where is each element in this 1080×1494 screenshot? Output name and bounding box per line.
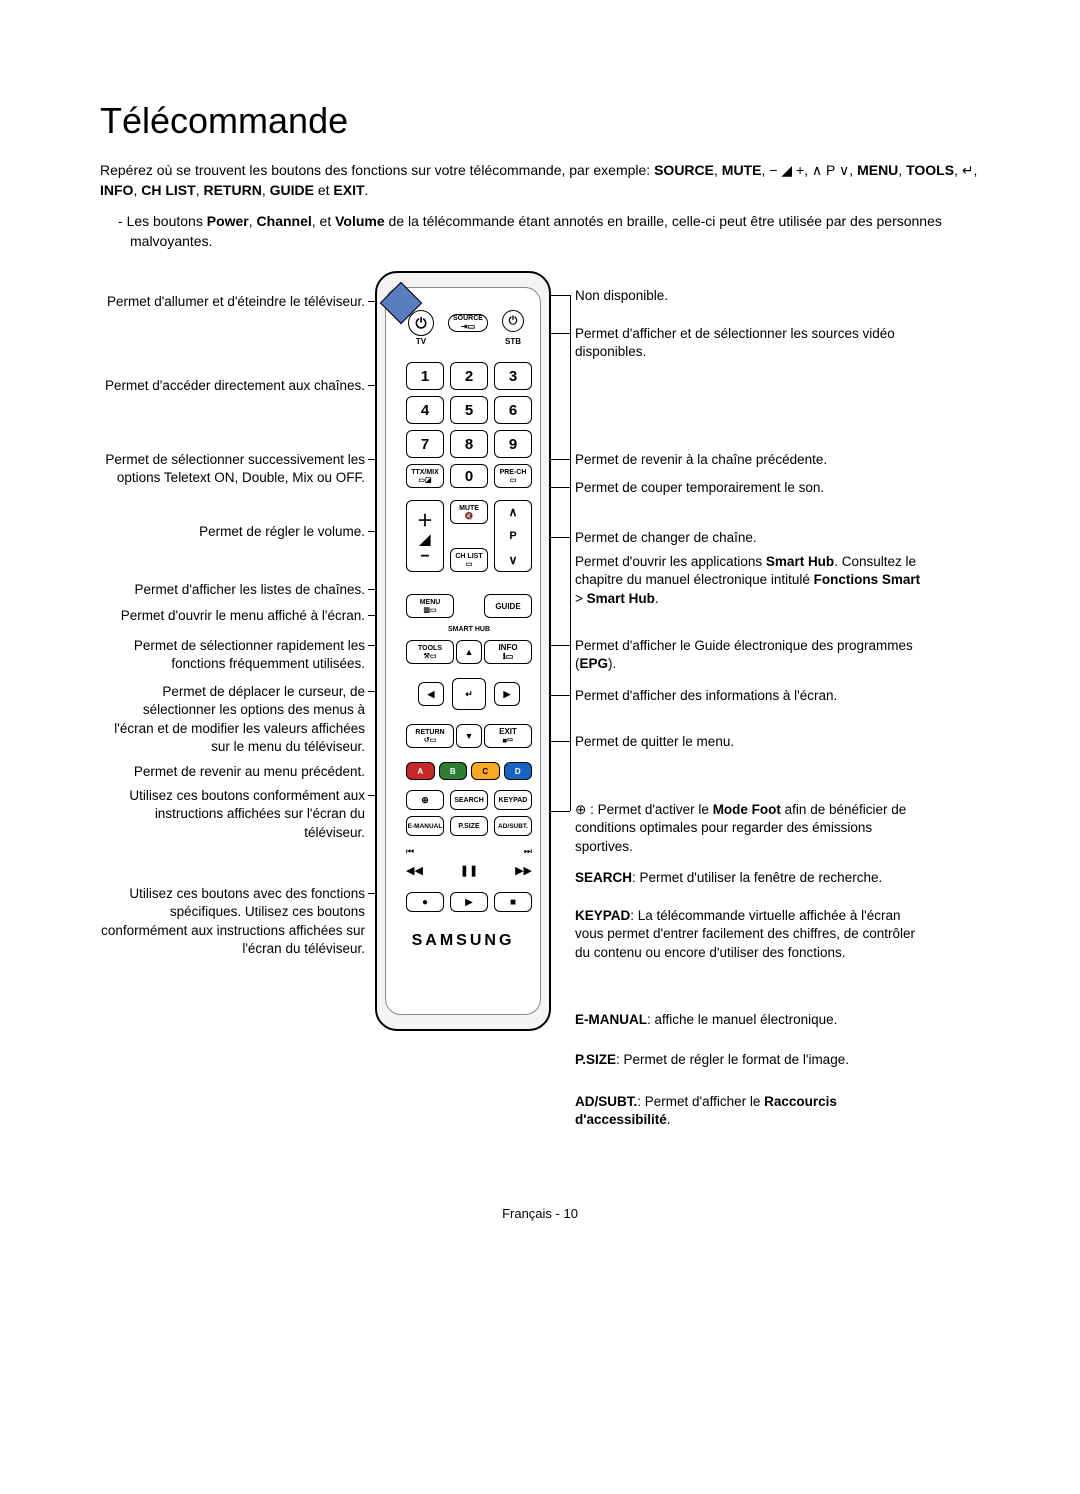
color-c[interactable]: C: [471, 762, 500, 780]
num-1[interactable]: 1: [406, 362, 444, 390]
smarthub-label: SMART HUB: [442, 626, 496, 633]
chlist-button[interactable]: CH LIST▭: [450, 548, 488, 572]
callout-psize: P.SIZE: Permet de régler le format de l'…: [575, 1052, 849, 1067]
stop-button[interactable]: ■: [494, 892, 532, 912]
color-buttons: A B C D: [406, 762, 532, 780]
power-icon: ⏻: [509, 315, 518, 328]
source-button[interactable]: SOURCE⇥▭: [448, 314, 488, 332]
callout-cursor: Permet de déplacer le curseur, de sélect…: [114, 684, 365, 754]
num-8[interactable]: 8: [450, 430, 488, 458]
rec-button[interactable]: ●: [406, 892, 444, 912]
return-button[interactable]: RETURN↺▭: [406, 724, 454, 748]
power-icon: ⏻: [415, 315, 426, 332]
exit-button[interactable]: EXIT⏹▭: [484, 724, 532, 748]
color-b[interactable]: B: [439, 762, 468, 780]
callout-modefoot: ⊕ : Permet d'activer le Mode Foot afin d…: [575, 802, 906, 853]
media-play-row: ● ▶ ■: [406, 892, 532, 912]
num-6[interactable]: 6: [494, 396, 532, 424]
keypad-button[interactable]: KEYPAD: [494, 790, 532, 810]
tv-label: TV: [408, 338, 434, 346]
intro-text: Repérez où se trouvent les boutons des f…: [100, 160, 980, 201]
callout-channels: Permet d'accéder directement aux chaînes…: [105, 378, 365, 393]
callout-adsubt: AD/SUBT.: Permet d'afficher le Raccourci…: [575, 1094, 837, 1127]
play-button[interactable]: ▶: [450, 892, 488, 912]
color-d[interactable]: D: [504, 762, 533, 780]
callout-exit: Permet de quitter le menu.: [575, 734, 734, 749]
sport-button[interactable]: ⊕: [406, 790, 444, 810]
callout-tools: Permet de sélectionner rapidement les fo…: [134, 638, 365, 671]
num-5[interactable]: 5: [450, 396, 488, 424]
brand-label: SAMSUNG: [386, 932, 540, 950]
enter-button[interactable]: ↵: [452, 678, 486, 710]
left-button[interactable]: ◀: [418, 682, 444, 706]
right-button[interactable]: ▶: [494, 682, 520, 706]
adsubt-button[interactable]: AD/SUBT.: [494, 816, 532, 836]
callout-menu: Permet d'ouvrir le menu affiché à l'écra…: [121, 608, 365, 623]
callout-p: Permet de changer de chaîne.: [575, 530, 757, 545]
callout-na: Non disponible.: [575, 288, 668, 303]
callout-search: SEARCH: Permet d'utiliser la fenêtre de …: [575, 870, 882, 885]
stb-label: STB: [496, 338, 530, 346]
prech-button[interactable]: PRE-CH▭: [494, 464, 532, 488]
search-button[interactable]: SEARCH: [450, 790, 488, 810]
num-3[interactable]: 3: [494, 362, 532, 390]
callout-mute: Permet de couper temporairement le son.: [575, 480, 824, 495]
page-footer: Français - 10: [0, 1206, 1080, 1221]
power-stb-button[interactable]: ⏻: [502, 310, 524, 332]
callout-prech: Permet de revenir à la chaîne précédente…: [575, 452, 827, 467]
callout-return: Permet de revenir au menu précédent.: [134, 764, 365, 779]
callout-emanual: E-MANUAL: affiche le manuel électronique…: [575, 1012, 837, 1027]
callout-guide: Permet d'afficher le Guide électronique …: [575, 638, 913, 671]
braille-note: Les boutons Power, Channel, et Volume de…: [118, 211, 980, 252]
callout-chlist: Permet d'afficher les listes de chaînes.: [135, 582, 365, 597]
up-button[interactable]: ▲: [456, 640, 482, 664]
callout-info: Permet d'afficher des informations à l'é…: [575, 688, 837, 703]
remote-diagram: Permet d'allumer et d'éteindre le télévi…: [100, 271, 980, 1191]
tools-button[interactable]: TOOLS⚒▭: [406, 640, 454, 664]
color-a[interactable]: A: [406, 762, 435, 780]
callout-colorbtns: Utilisez ces boutons conformément aux in…: [129, 788, 365, 839]
guide-button[interactable]: GUIDE: [484, 594, 532, 618]
psize-button[interactable]: P.SIZE: [450, 816, 488, 836]
callout-volume: Permet de régler le volume.: [199, 524, 365, 539]
callout-source: Permet d'afficher et de sélectionner les…: [575, 326, 895, 359]
callout-media: Utilisez ces boutons avec des fonctions …: [101, 886, 365, 956]
volume-rocker[interactable]: ＋◢−: [406, 500, 444, 572]
down-button[interactable]: ▼: [456, 724, 482, 748]
menu-button[interactable]: MENU▥▭: [406, 594, 454, 618]
callout-ttx: Permet de sélectionner successivement le…: [105, 452, 365, 485]
num-0[interactable]: 0: [450, 464, 488, 488]
num-2[interactable]: 2: [450, 362, 488, 390]
num-9[interactable]: 9: [494, 430, 532, 458]
info-button[interactable]: INFOℹ▭: [484, 640, 532, 664]
media-seek-row: ◀◀❚❚▶▶: [406, 864, 532, 878]
media-skip-row: ⏮⏭: [406, 846, 532, 860]
remote-inner: ⏻ TV SOURCE⇥▭ ⏻ STB 1 2 3 4 5 6 7 8 9 TT…: [385, 287, 541, 1015]
emanual-button[interactable]: E-MANUAL: [406, 816, 444, 836]
callout-smarthub: Permet d'ouvrir les applications Smart H…: [575, 554, 920, 605]
channel-rocker[interactable]: ∧P∨: [494, 500, 532, 572]
ttx-button[interactable]: TTX/MIX▭◪: [406, 464, 444, 488]
num-7[interactable]: 7: [406, 430, 444, 458]
remote-body: ⏻ TV SOURCE⇥▭ ⏻ STB 1 2 3 4 5 6 7 8 9 TT…: [375, 271, 551, 1031]
num-4[interactable]: 4: [406, 396, 444, 424]
page-title: Télécommande: [100, 100, 980, 142]
mute-button[interactable]: MUTE🔇: [450, 500, 488, 524]
power-tv-button[interactable]: ⏻: [408, 310, 434, 336]
callout-keypad: KEYPAD: La télécommande virtuelle affich…: [575, 908, 915, 959]
callout-power: Permet d'allumer et d'éteindre le télévi…: [107, 294, 365, 309]
